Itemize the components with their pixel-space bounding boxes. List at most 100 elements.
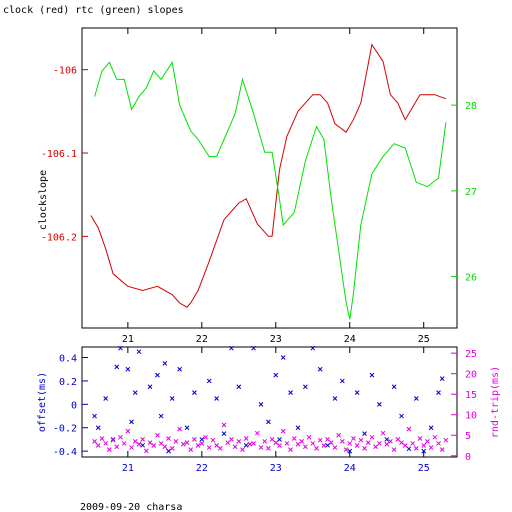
scatter-point (325, 436, 330, 442)
scatter-point (203, 434, 208, 440)
scatter-point (277, 443, 282, 448)
offset-left-ticks: 0.4 0.2 0 -0.2 -0.4 (53, 354, 88, 458)
scatter-point (369, 372, 375, 378)
scatter-point (317, 366, 323, 372)
scatter-point (362, 431, 367, 436)
scatter-point (413, 396, 419, 401)
scatter-point (376, 441, 382, 446)
scatter-point (351, 436, 356, 441)
right-tick-label: 26 (465, 273, 477, 284)
scatter-point (236, 439, 242, 444)
scatter-point (251, 345, 256, 351)
scatter-point (310, 441, 316, 446)
scatter-point (147, 384, 153, 390)
scatter-point (162, 361, 168, 366)
offset-right-ticks: 25 20 15 10 5 0 (451, 349, 477, 463)
right-tick-label: 15 (465, 390, 477, 401)
scatter-point (140, 442, 146, 448)
scatter-point (354, 443, 360, 448)
scatter-point (343, 447, 349, 452)
x-tick-label: 24 (344, 334, 356, 345)
offset-panel: 21 22 23 24 25 0.4 0.2 0 -0.2 -0.4 25 20 15 10 5 0 of… (37, 345, 501, 474)
scatter-point (95, 425, 101, 431)
right-tick-label: 27 (465, 187, 477, 198)
scatter-point (258, 401, 264, 407)
right-tick-label: 0 (465, 452, 471, 463)
x-tick-label: 25 (418, 463, 430, 474)
scatter-point (299, 439, 305, 444)
scatter-point (114, 364, 120, 370)
scatter-point (306, 434, 312, 440)
scatter-point (107, 447, 112, 452)
scatter-point (240, 447, 245, 452)
scatter-point (336, 432, 342, 438)
scatter-point (277, 437, 282, 442)
scatter-point (428, 445, 434, 450)
scatter-point (125, 428, 131, 434)
scatter-point (206, 378, 212, 384)
scatter-point (362, 446, 367, 451)
scatter-point (388, 439, 393, 444)
slopes-y-axis-label: clockslope (38, 170, 49, 230)
x-tick-label: 23 (270, 463, 282, 474)
scatter-point (243, 442, 249, 448)
scatter-point (266, 419, 271, 425)
scatter-point (332, 445, 338, 450)
scatter-point (347, 448, 353, 454)
scatter-point (92, 439, 97, 444)
scatter-point (158, 441, 164, 446)
slopes-left-ticks: -106 -106.1 -106.2 (41, 66, 88, 243)
left-tick-label: -106.2 (41, 232, 77, 243)
slopes-panel: 21 22 23 24 25 -106 -106.1 -106.2 28 27 26 clock… (38, 27, 477, 345)
scatter-point (169, 446, 175, 451)
series-line-0 (90, 43, 447, 308)
scatter-point (195, 443, 201, 448)
scatter-point (421, 448, 427, 454)
offset-x-ticks: 21 22 23 24 25 (122, 347, 430, 474)
left-tick-label: -0.4 (53, 447, 77, 458)
scatter-point (314, 446, 319, 451)
offset-plot-frame (81, 346, 458, 458)
scatter-point (229, 345, 234, 351)
offset-series (92, 345, 449, 454)
scatter-point (151, 443, 157, 448)
scatter-point (284, 441, 290, 446)
offset-y-axis-label: offset(ms) (37, 372, 48, 432)
scatter-point (406, 446, 412, 452)
x-tick-label: 23 (270, 334, 282, 345)
scatter-point (232, 444, 238, 450)
scatter-point (273, 440, 279, 445)
scatter-point (328, 440, 334, 445)
scatter-point (402, 443, 408, 448)
scatter-point (376, 401, 382, 407)
footer-label: 2009-09-20 charsa (80, 502, 182, 512)
scatter-point (177, 366, 182, 372)
scatter-point (214, 443, 219, 448)
scatter-point (380, 430, 386, 436)
scatter-point (180, 441, 186, 447)
left-tick-label: 0.2 (59, 377, 77, 388)
series-line-1 (94, 60, 447, 320)
scatter-point (373, 444, 378, 450)
slopes-x-ticks: 21 22 23 24 25 (122, 28, 430, 345)
scatter-point (358, 437, 364, 443)
scatter-point (95, 443, 101, 448)
right-tick-label: 25 (465, 349, 477, 360)
scatter-point (192, 390, 197, 395)
scatter-point (443, 437, 449, 443)
scatter-point (118, 434, 123, 440)
scatter-point (158, 413, 164, 419)
scatter-point (251, 441, 256, 446)
scatter-point (321, 443, 327, 448)
scatter-point (217, 446, 223, 451)
scatter-point (177, 426, 182, 432)
scatter-point (199, 441, 205, 446)
scatter-point (92, 413, 97, 419)
scatter-point (184, 440, 190, 445)
scatter-point (325, 442, 330, 448)
scatter-point (155, 432, 160, 438)
scatter-point (229, 436, 234, 442)
scatter-point (399, 440, 404, 445)
x-tick-label: 22 (196, 334, 208, 345)
